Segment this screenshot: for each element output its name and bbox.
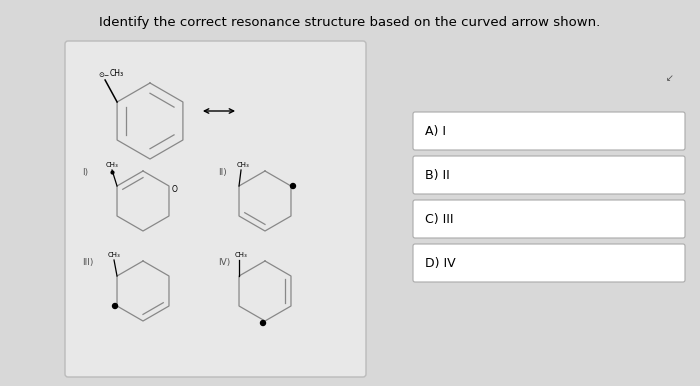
Text: CH₃: CH₃ xyxy=(110,69,124,78)
Text: CH₃: CH₃ xyxy=(234,252,247,258)
Text: Identify the correct resonance structure based on the curved arrow shown.: Identify the correct resonance structure… xyxy=(99,16,601,29)
Text: CH₃: CH₃ xyxy=(237,162,249,168)
Circle shape xyxy=(260,320,265,325)
Text: CH₃: CH₃ xyxy=(106,162,118,168)
Text: ⊙: ⊙ xyxy=(98,72,104,78)
Text: B) II: B) II xyxy=(425,169,449,181)
Text: D) IV: D) IV xyxy=(425,257,456,269)
Text: C) III: C) III xyxy=(425,213,454,225)
FancyBboxPatch shape xyxy=(413,156,685,194)
FancyBboxPatch shape xyxy=(65,41,366,377)
FancyBboxPatch shape xyxy=(413,244,685,282)
Circle shape xyxy=(113,303,118,308)
Text: O: O xyxy=(172,185,178,193)
Text: A) I: A) I xyxy=(425,125,446,137)
Text: III): III) xyxy=(82,258,93,267)
FancyBboxPatch shape xyxy=(413,200,685,238)
Text: II): II) xyxy=(218,168,227,177)
FancyBboxPatch shape xyxy=(413,112,685,150)
Text: IV): IV) xyxy=(218,258,230,267)
Text: I): I) xyxy=(82,168,88,177)
Text: −: − xyxy=(103,72,108,77)
Text: ↗: ↗ xyxy=(664,71,672,81)
Text: CH₃: CH₃ xyxy=(108,252,120,258)
Circle shape xyxy=(290,183,295,188)
